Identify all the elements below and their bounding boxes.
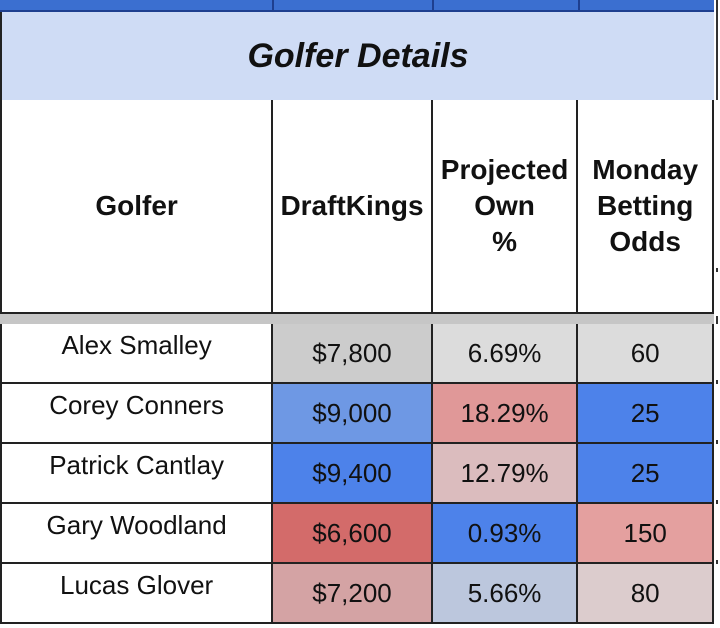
- betting-odds-cell[interactable]: 80: [578, 564, 714, 622]
- gridline: [716, 500, 718, 504]
- golfer-name-cell[interactable]: Corey Conners: [2, 384, 274, 442]
- table-row: Patrick Cantlay $9,400 12.79% 25: [0, 444, 714, 504]
- header-projected-own[interactable]: Projected Own %: [433, 100, 579, 312]
- projected-own-cell[interactable]: 6.69%: [432, 324, 579, 382]
- gridline: [716, 380, 718, 384]
- column-divider: [578, 0, 580, 10]
- header-band: [0, 0, 714, 12]
- betting-odds-cell[interactable]: 60: [578, 324, 714, 382]
- gridline: [716, 268, 718, 272]
- golfer-name-cell[interactable]: Alex Smalley: [2, 324, 274, 382]
- gridline: [716, 560, 718, 564]
- header-monday-odds[interactable]: Monday Betting Odds: [578, 100, 714, 312]
- betting-odds-cell[interactable]: 25: [578, 444, 714, 502]
- frozen-row-divider: [0, 314, 714, 324]
- table-row: Corey Conners $9,000 18.29% 25: [0, 384, 714, 444]
- gridline: [716, 440, 718, 444]
- draftkings-cell[interactable]: $9,400: [273, 444, 433, 502]
- header-row: Golfer DraftKings Projected Own % Monday…: [0, 100, 714, 314]
- draftkings-cell[interactable]: $7,800: [273, 324, 433, 382]
- column-divider: [272, 0, 274, 10]
- draftkings-cell[interactable]: $7,200: [273, 564, 433, 622]
- table-row: Gary Woodland $6,600 0.93% 150: [0, 504, 714, 564]
- gridline: [716, 0, 718, 100]
- golfer-name-cell[interactable]: Lucas Glover: [2, 564, 274, 622]
- projected-own-cell[interactable]: 0.93%: [432, 504, 579, 562]
- header-golfer[interactable]: Golfer: [2, 100, 274, 312]
- golfer-name-cell[interactable]: Patrick Cantlay: [2, 444, 274, 502]
- table-row: Lucas Glover $7,200 5.66% 80: [0, 564, 714, 624]
- draftkings-cell[interactable]: $6,600: [273, 504, 433, 562]
- header-draftkings[interactable]: DraftKings: [273, 100, 433, 312]
- column-divider: [432, 0, 434, 10]
- betting-odds-cell[interactable]: 150: [578, 504, 714, 562]
- table-body: Alex Smalley $7,800 6.69% 60 Corey Conne…: [0, 324, 714, 624]
- table-title: Golfer Details: [247, 36, 469, 75]
- betting-odds-cell[interactable]: 25: [578, 384, 714, 442]
- table-title-cell[interactable]: Golfer Details: [0, 12, 716, 102]
- projected-own-cell[interactable]: 12.79%: [432, 444, 579, 502]
- gridline: [716, 316, 718, 324]
- adjacent-column-edge: [714, 0, 720, 628]
- projected-own-cell[interactable]: 18.29%: [432, 384, 579, 442]
- draftkings-cell[interactable]: $9,000: [273, 384, 433, 442]
- projected-own-cell[interactable]: 5.66%: [432, 564, 579, 622]
- golfer-name-cell[interactable]: Gary Woodland: [2, 504, 274, 562]
- table-row: Alex Smalley $7,800 6.69% 60: [0, 324, 714, 384]
